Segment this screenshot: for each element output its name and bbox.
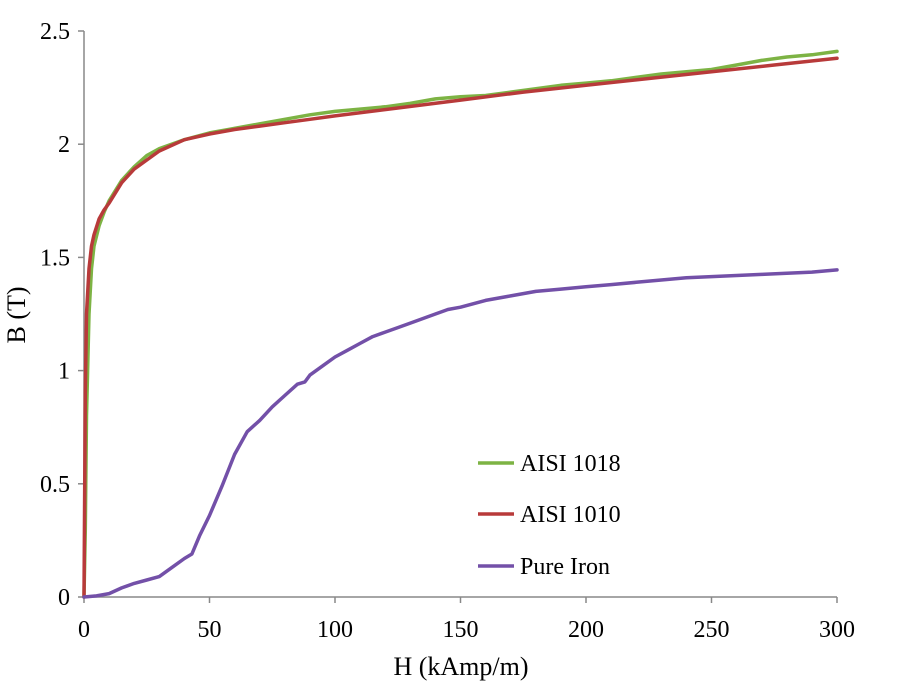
series-line-aisi-1010 [82,56,839,599]
legend-label-aisi-1018: AISI 1018 [520,451,621,477]
x-tick-label: 150 [443,617,479,643]
axes [78,30,838,603]
y-tick-label: 1.5 [40,245,70,271]
y-tick-label: 1 [58,359,70,385]
y-tick-label: 2.5 [40,19,70,45]
tick-labels: 0 0.5 1 1.5 2 2.5 0 50 100 150 200 250 300 [40,19,855,643]
legend: AISI 1018 AISI 1010 Pure Iron [478,451,621,580]
x-tick-label: 50 [198,617,222,643]
y-tick-label: 0 [58,585,70,611]
x-tick-label: 250 [694,617,730,643]
x-tick-label: 0 [78,617,90,643]
y-axis-title: B (T) [2,286,31,343]
x-tick-label: 200 [568,617,604,643]
legend-label-aisi-1010: AISI 1010 [520,502,621,528]
series-line-aisi-1018 [82,49,839,599]
series-line-pure-iron [82,268,839,599]
x-tick-label: 100 [317,617,353,643]
series-lines [82,49,839,599]
x-tick-label: 300 [819,617,855,643]
legend-label-pure-iron: Pure Iron [520,554,610,580]
x-axis-title: H (kAmp/m) [393,652,528,681]
y-tick-label: 2 [58,132,70,158]
y-tick-label: 0.5 [40,472,70,498]
